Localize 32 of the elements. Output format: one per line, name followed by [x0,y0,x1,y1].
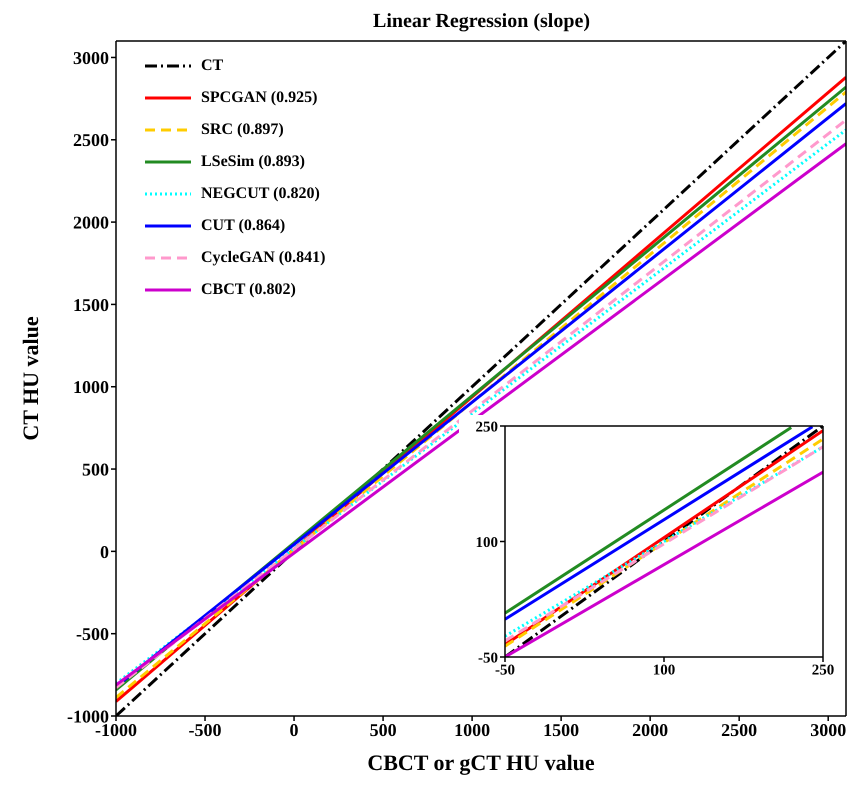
x-tick-label: 3000 [810,720,846,740]
legend-label: CycleGAN (0.841) [201,249,326,267]
x-tick-label: 500 [370,720,397,740]
y-tick-label: 250 [476,419,498,436]
y-tick-label: 1500 [73,294,109,315]
y-tick-label: -50 [478,650,498,666]
y-tick-label: 3000 [73,48,109,68]
legend-label: LSeSim (0.893) [201,153,305,171]
x-axis-title: CBCT or gCT HU value [367,750,595,775]
y-tick-label: 100 [476,534,498,551]
y-tick-label: 1000 [73,377,109,398]
y-tick-label: 2000 [73,212,109,232]
legend-label: CT [201,57,224,75]
y-axis-title: CT HU value [18,316,43,441]
legend-label: NEGCUT (0.820) [201,185,320,203]
x-tick-label: 2000 [632,720,668,740]
x-tick-label: -50 [495,662,515,679]
x-tick-label: 1500 [543,720,580,740]
x-tick-label: 2500 [721,720,758,740]
y-tick-label: 500 [82,459,109,480]
legend-label: CBCT (0.802) [201,281,296,299]
x-tick-label: 100 [652,662,676,679]
y-tick-label: 0 [100,542,109,562]
y-tick-label: -500 [76,624,109,644]
legend-label: SPCGAN (0.925) [201,89,318,107]
legend-label: CUT (0.864) [201,217,286,235]
chart-title: Linear Regression (slope) [372,10,592,33]
y-tick-label: 2500 [73,130,109,150]
x-tick-label: 0 [290,720,299,740]
x-tick-label: -500 [188,720,222,740]
x-tick-label: 250 [812,662,834,679]
legend-label: SRC (0.897) [201,121,284,139]
